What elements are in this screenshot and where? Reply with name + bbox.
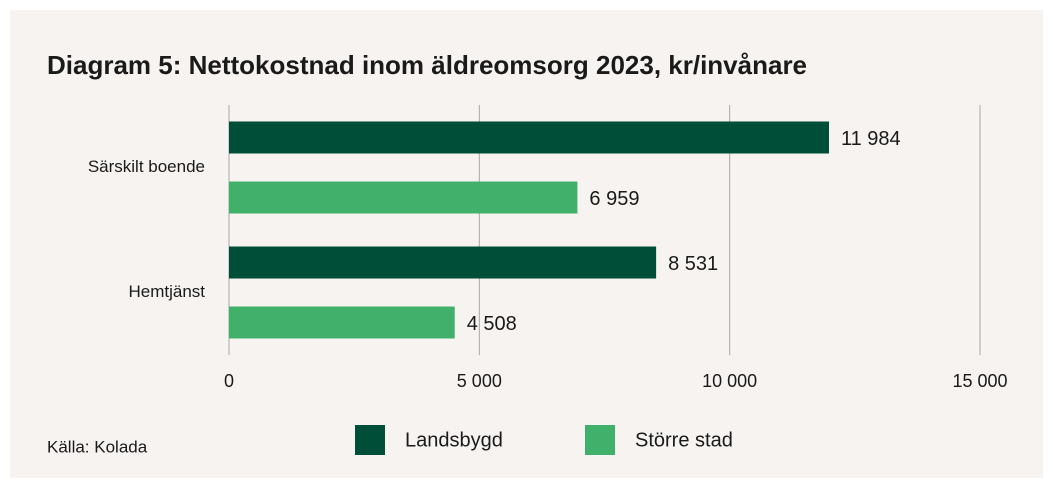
chart-title: Diagram 5: Nettokostnad inom äldreomsorg… <box>47 50 807 80</box>
legend-swatch <box>585 425 615 455</box>
legend-label: Landsbygd <box>405 429 503 451</box>
bar <box>229 121 829 154</box>
x-tick-label: 15 000 <box>952 371 1007 391</box>
x-tick-label: 0 <box>224 371 234 391</box>
value-label: 6 959 <box>589 188 639 210</box>
value-label: 11 984 <box>841 128 901 150</box>
bar <box>229 306 455 339</box>
chart-background <box>10 10 1043 478</box>
legend-label: Större stad <box>635 429 733 451</box>
bar <box>229 181 578 214</box>
bar <box>229 246 657 279</box>
x-tick-label: 10 000 <box>702 371 757 391</box>
source-note: Källa: Kolada <box>47 437 148 456</box>
y-tick-label: Särskilt boende <box>88 157 205 176</box>
y-tick-label: Hemtjänst <box>128 282 205 301</box>
value-label: 4 508 <box>467 313 517 335</box>
legend-swatch <box>355 425 385 455</box>
value-label: 8 531 <box>668 253 718 275</box>
x-tick-label: 5 000 <box>457 371 502 391</box>
